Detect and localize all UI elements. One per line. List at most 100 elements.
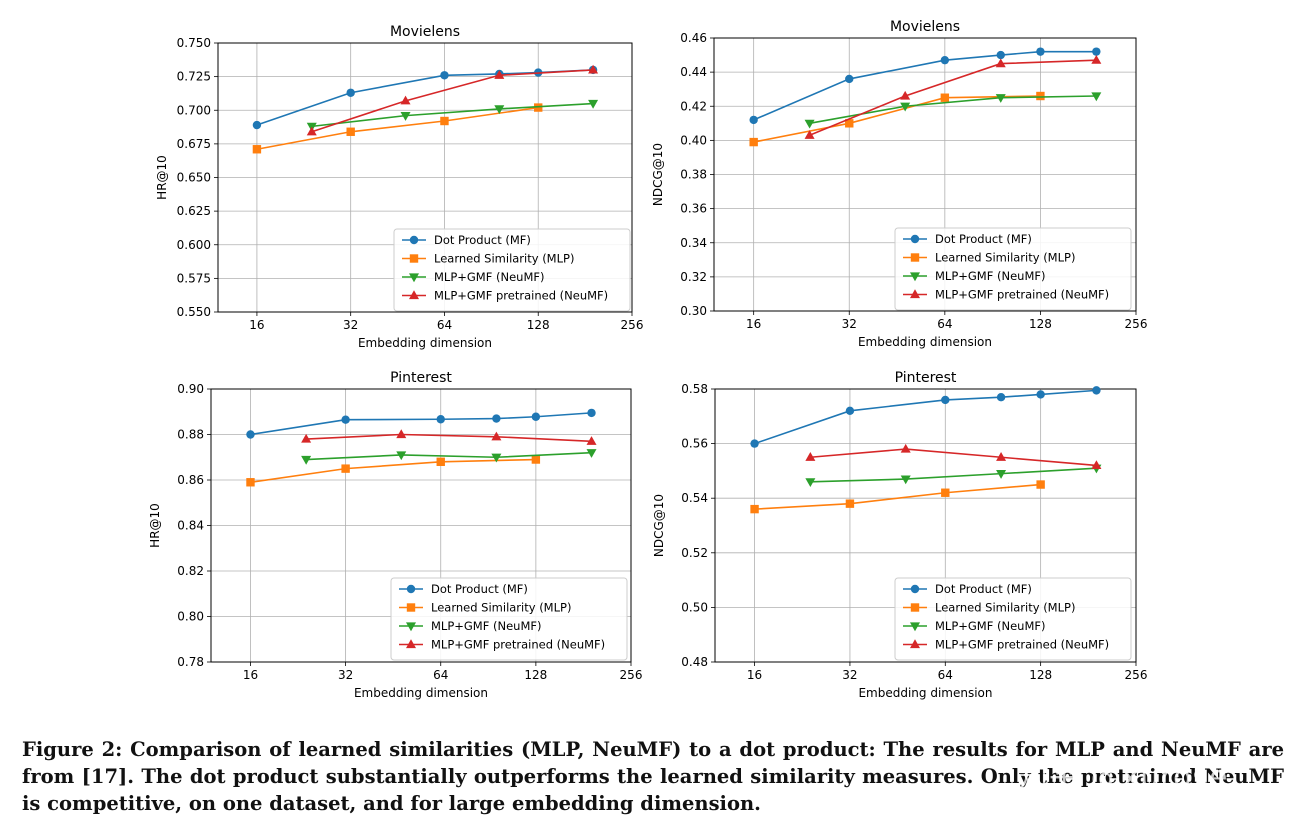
legend-label: Dot Product (MF): [434, 233, 531, 247]
legend-label: Learned Similarity (MLP): [935, 251, 1075, 265]
data-point: [805, 478, 816, 488]
x-tick-label: 128: [1029, 317, 1052, 331]
legend-label: MLP+GMF pretrained (NeuMF): [434, 289, 608, 303]
legend-marker: [409, 273, 419, 283]
data-point: [440, 116, 449, 126]
chart-panel-1: 16 32 64 128 256 0.550 0.575 0.600 0.625 0.650 0.6…: [155, 24, 643, 350]
y-tick-label: 0.44: [680, 65, 707, 79]
data-point: [440, 71, 449, 80]
series-line: [810, 448, 1097, 467]
x-tick-label: 64: [437, 318, 452, 332]
legend-label: Dot Product (MF): [935, 582, 1032, 596]
legend-label: MLP+GMF pretrained (NeuMF): [935, 288, 1109, 302]
chart-title: Pinterest: [390, 370, 452, 386]
legend-marker: [910, 584, 920, 594]
data-point: [588, 64, 599, 74]
x-tick-label: 32: [842, 317, 857, 331]
legend-box: [390, 577, 628, 661]
series-line: [809, 59, 1097, 136]
data-point: [492, 414, 501, 423]
x-tick-label: 16: [746, 317, 761, 331]
series-4: [301, 429, 597, 445]
legend-marker: [910, 639, 920, 649]
legend-label: MLP+GMF (NeuMF): [935, 269, 1045, 283]
legend-marker: [910, 272, 920, 282]
x-tick-label: 256: [1125, 317, 1148, 331]
data-point: [845, 406, 855, 416]
legend-label: MLP+GMF pretrained (NeuMF): [935, 638, 1109, 652]
data-point: [534, 103, 543, 112]
chart-panel-2: 16 32 64 128 256 0.30 0.32 0.34 0.36 0.38 0.40 0.42…: [651, 19, 1147, 349]
figure-caption: Figure 2: Comparison of learned similari…: [22, 738, 1284, 815]
series-line: [753, 50, 1097, 121]
plot-frame: [210, 388, 632, 663]
data-point: [900, 102, 911, 112]
legend: Dot Product (MF) Learned Similarity (MLP)…: [393, 228, 631, 312]
y-tick-label: 0.82: [177, 564, 204, 578]
data-point: [996, 452, 1007, 461]
data-point: [436, 457, 445, 466]
data-point: [1091, 54, 1102, 64]
data-point: [1092, 47, 1101, 56]
series-line: [754, 389, 1097, 445]
legend-box: [894, 227, 1132, 311]
data-point: [805, 452, 816, 461]
chart-panel-3: 16 32 64 128 256 0.78 0.80 0.82 0.84 0.86 0.88 0.90…: [148, 370, 642, 700]
y-tick-label: 0.90: [177, 382, 204, 396]
legend-box: [894, 577, 1132, 661]
data-point: [341, 464, 350, 473]
data-point: [996, 470, 1007, 479]
data-point: [1036, 390, 1045, 399]
y-tick-label: 0.86: [177, 473, 204, 487]
plot-frame: [217, 42, 633, 313]
x-tick-label: 128: [524, 668, 547, 682]
legend-marker: [910, 253, 920, 262]
series-line: [754, 483, 1041, 510]
data-point: [494, 105, 505, 115]
series-line: [311, 69, 594, 133]
y-tick-label: 0.725: [177, 70, 211, 84]
legend-marker: [406, 584, 416, 594]
data-point: [396, 451, 407, 461]
data-point: [1091, 460, 1102, 470]
y-tick-label: 0.32: [680, 270, 707, 284]
x-tick-label: 256: [621, 318, 644, 332]
series-line: [256, 69, 594, 126]
series-1: [246, 408, 596, 439]
y-tick-label: 0.50: [681, 600, 708, 614]
y-tick-label: 0.54: [681, 491, 708, 505]
y-tick-label: 0.40: [680, 133, 707, 147]
legend-marker: [409, 254, 419, 263]
data-point: [301, 433, 312, 443]
chart-title: Movielens: [890, 19, 960, 35]
data-point: [750, 504, 759, 514]
legend-marker: [406, 603, 416, 612]
x-tick-label: 128: [527, 318, 550, 332]
data-point: [306, 126, 317, 136]
data-point: [436, 415, 445, 424]
legend-marker: [910, 603, 920, 612]
y-tick-label: 0.48: [681, 655, 708, 669]
x-tick-label: 16: [747, 668, 762, 682]
data-point: [1036, 47, 1045, 56]
y-axis-label: NDCG@10: [651, 143, 665, 206]
data-point: [804, 119, 815, 129]
x-tick-label: 64: [937, 317, 952, 331]
series-2: [252, 103, 543, 154]
x-tick-label: 16: [249, 318, 264, 332]
legend-label: MLP+GMF pretrained (NeuMF): [431, 638, 605, 652]
y-tick-label: 0.625: [177, 204, 211, 218]
y-tick-label: 0.42: [680, 99, 707, 113]
data-point: [301, 455, 312, 465]
data-point: [400, 95, 411, 105]
y-tick-label: 0.700: [177, 103, 211, 117]
series-2: [246, 455, 541, 487]
chart-title: Movielens: [390, 24, 460, 40]
legend-marker: [409, 290, 419, 300]
data-point: [491, 453, 502, 463]
data-point: [1091, 92, 1102, 102]
y-tick-label: 0.80: [177, 610, 204, 624]
data-point: [941, 488, 950, 497]
legend-box: [393, 228, 631, 312]
chart-title: Pinterest: [895, 370, 957, 386]
